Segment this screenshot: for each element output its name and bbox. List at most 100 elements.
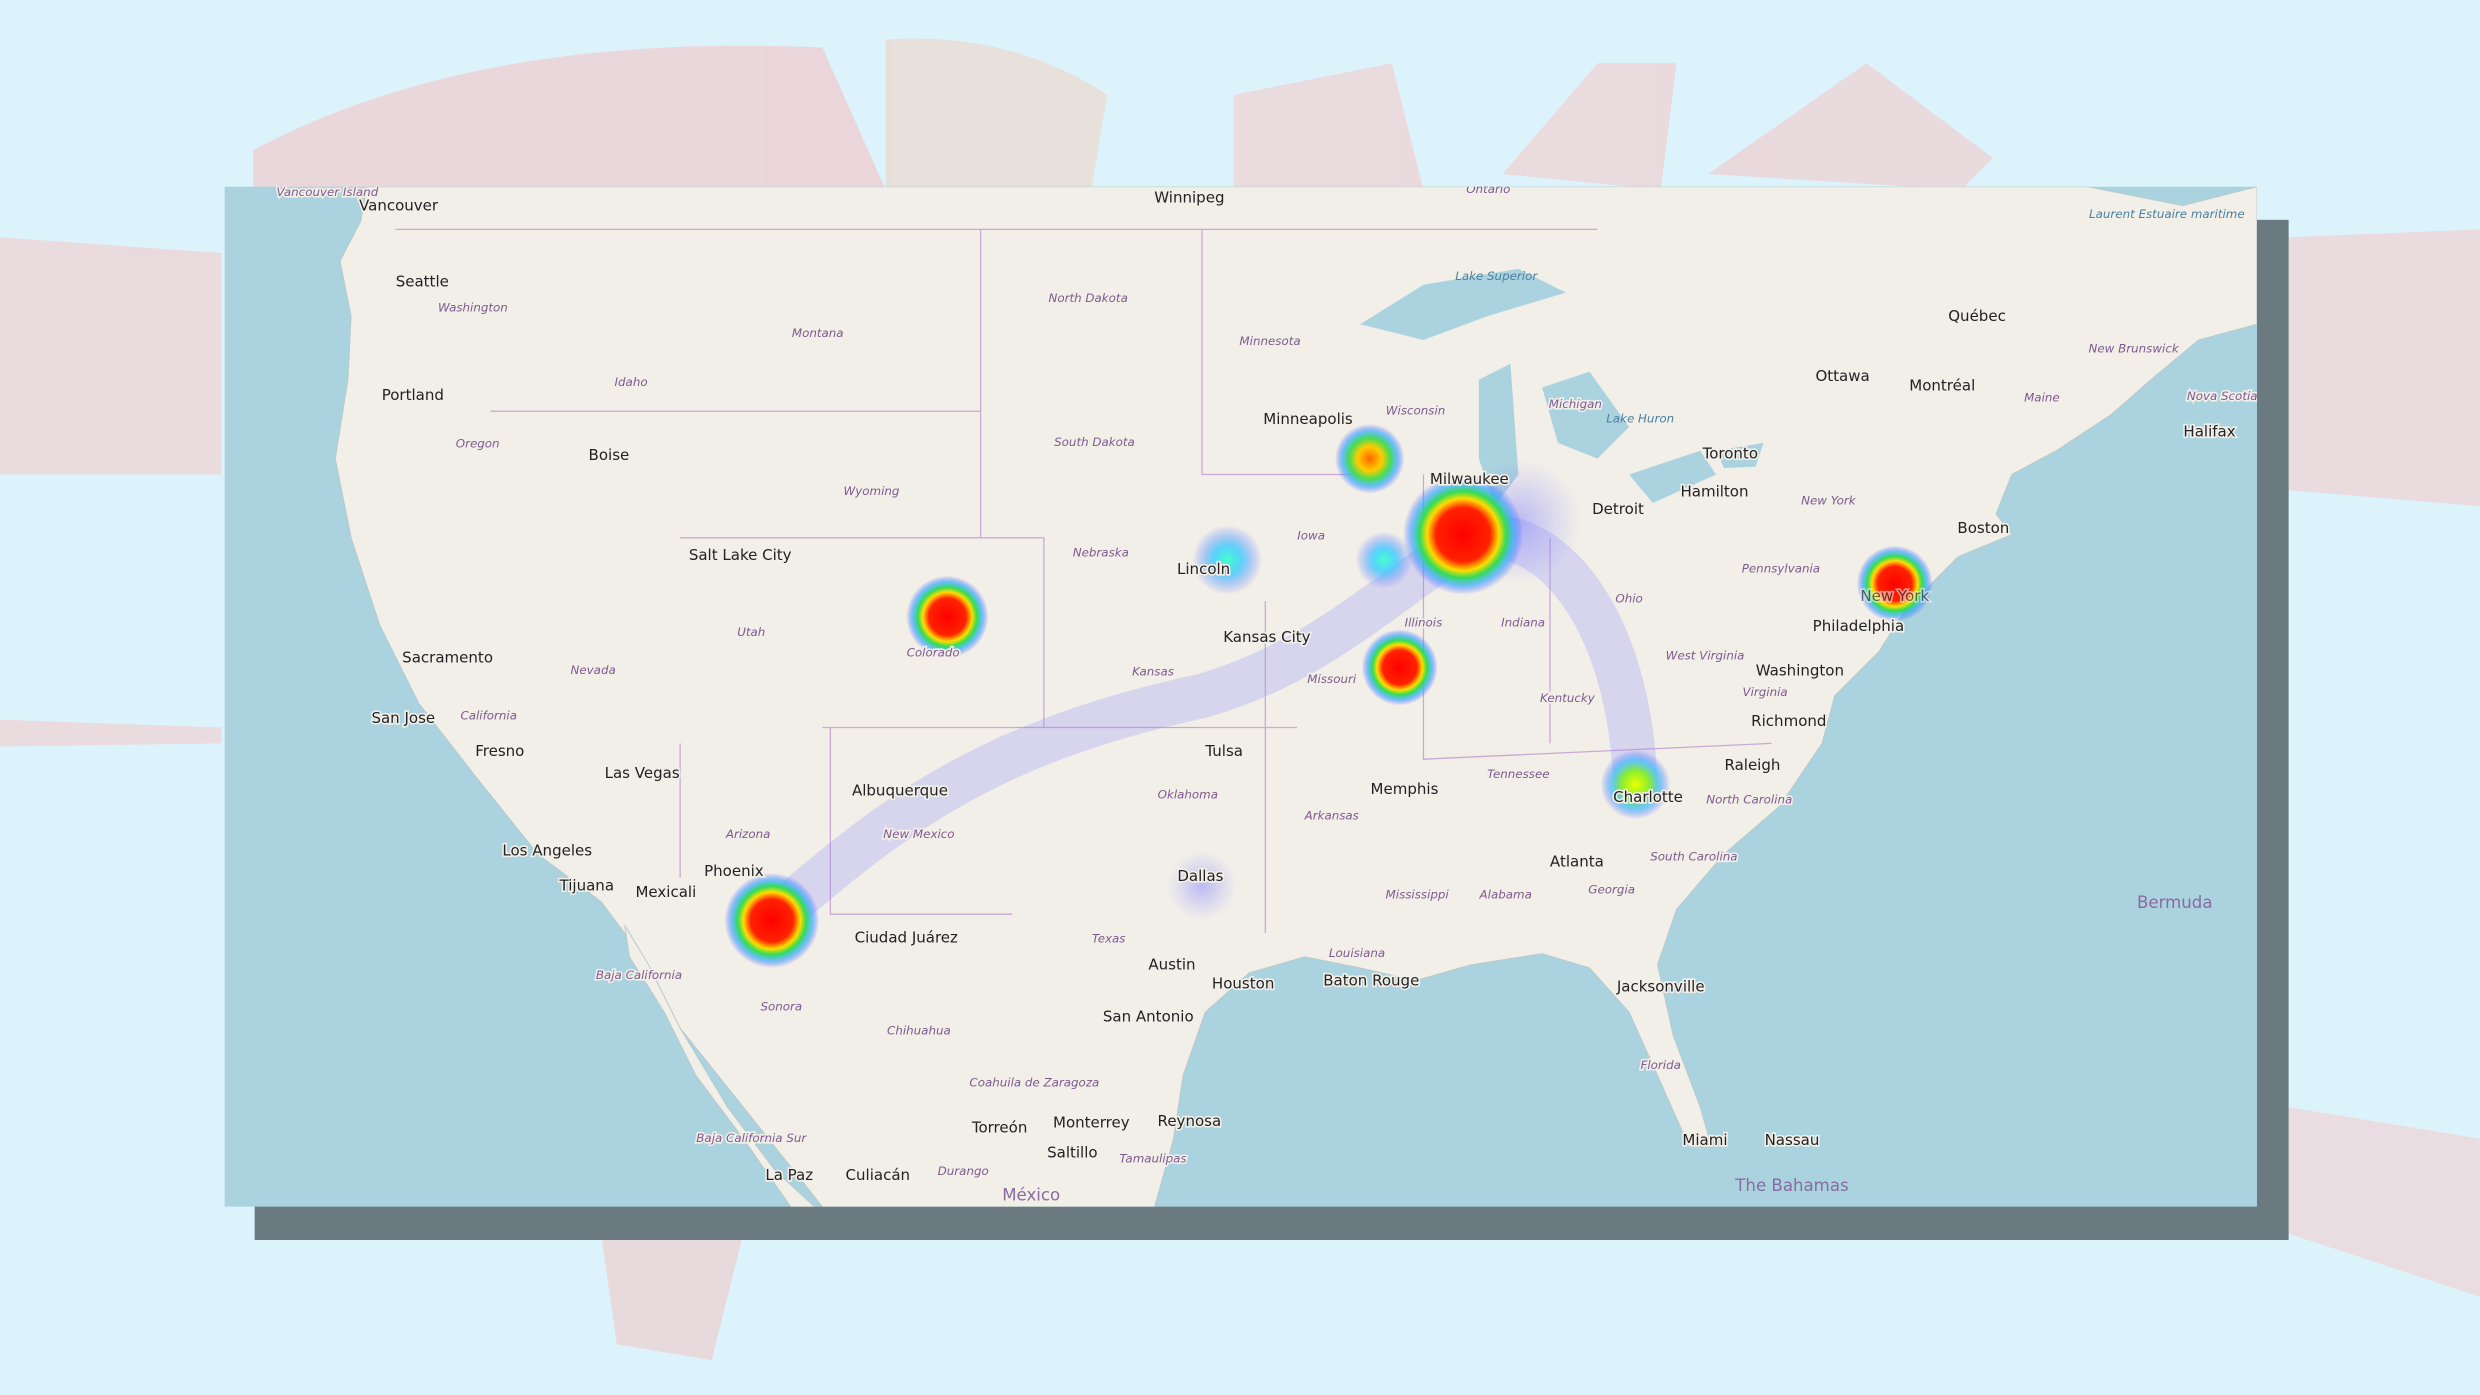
city-label: Memphis [1371, 780, 1439, 798]
region-label: Nova Scotia [2187, 389, 2258, 403]
region-label: Arkansas [1304, 808, 1359, 822]
region-label: Oklahoma [1158, 788, 1218, 802]
water-label: Laurent Estuaire maritime [2089, 207, 2245, 221]
region-label: Nevada [570, 663, 615, 677]
country-label: Bermuda [2137, 893, 2213, 912]
city-label: Culiacán [846, 1166, 911, 1184]
city-label: Washington [1756, 661, 1844, 679]
map[interactable]: Vancouver Winnipeg Seattle Portland Bois… [224, 182, 2258, 1207]
city-label: Atlanta [1550, 853, 1604, 871]
region-label: Tamaulipas [1119, 1152, 1186, 1166]
region-label: Oregon [456, 437, 500, 451]
region-label: Michigan [1549, 397, 1602, 411]
city-label: Sacramento [402, 649, 493, 667]
city-label: Lincoln [1177, 560, 1230, 578]
city-label: Milwaukee [1430, 470, 1509, 488]
region-label: Sonora [760, 1000, 802, 1014]
great-lakes [1360, 268, 1764, 507]
city-label: Jacksonville [1616, 978, 1705, 996]
region-label: Montana [792, 326, 844, 340]
city-label: Richmond [1751, 712, 1826, 730]
city-label: Vancouver [359, 196, 439, 214]
region-label: Ohio [1615, 592, 1642, 606]
region-label: South Carolina [1650, 849, 1737, 863]
city-label: Minneapolis [1263, 410, 1353, 428]
region-label: Kansas [1132, 664, 1174, 678]
region-label: Colorado [907, 645, 960, 659]
city-label: Torreón [971, 1118, 1028, 1136]
region-label: New Mexico [883, 827, 954, 841]
region-label: Nebraska [1073, 546, 1129, 560]
region-label: Wyoming [844, 484, 900, 498]
city-label: Seattle [396, 272, 449, 290]
water-labels: Lake Superior Lake Huron Laurent Estuair… [1455, 207, 2244, 425]
region-label: Louisiana [1329, 946, 1385, 960]
city-labels: Vancouver Winnipeg Seattle Portland Bois… [357, 187, 2237, 1186]
region-label: Mississippi [1386, 887, 1450, 901]
region-label: Baja California Sur [696, 1131, 807, 1145]
region-label: Baja California [596, 968, 682, 982]
city-label: Boston [1957, 519, 2009, 537]
region-label: Idaho [615, 375, 648, 389]
city-label: Mexicali [635, 883, 696, 901]
city-label: Ottawa [1815, 367, 1869, 385]
city-label: Raleigh [1724, 756, 1780, 774]
city-label: Las Vegas [605, 764, 680, 782]
region-label: Minnesota [1239, 334, 1300, 348]
city-label: Monterrey [1053, 1114, 1130, 1132]
region-label: New York [1801, 494, 1857, 508]
heatmap [724, 423, 1933, 968]
city-label: Detroit [1592, 500, 1644, 518]
region-label: Chihuahua [887, 1023, 951, 1037]
city-label: Los Angeles [502, 842, 592, 860]
city-label: San Antonio [1103, 1008, 1194, 1026]
region-label: Arizona [725, 827, 771, 841]
city-label: Charlotte [1613, 788, 1683, 806]
country-label: The Bahamas [1734, 1176, 1848, 1195]
region-label: Tennessee [1487, 767, 1549, 781]
city-label: Portland [382, 386, 444, 404]
city-label: Dallas [1177, 867, 1223, 885]
region-label: Georgia [1588, 883, 1635, 897]
city-label: Phoenix [704, 862, 764, 880]
region-label: Maine [2024, 391, 2060, 405]
region-label: Coahuila de Zaragoza [969, 1076, 1099, 1090]
region-label: Kentucky [1540, 691, 1596, 705]
region-label: Florida [1641, 1058, 1681, 1072]
region-label: Wisconsin [1386, 403, 1445, 417]
city-label: Miami [1682, 1131, 1727, 1149]
country-labels: México Bermuda The Bahamas [1002, 893, 2212, 1205]
water-label: Lake Superior [1455, 269, 1538, 283]
region-label: Illinois [1405, 615, 1443, 629]
region-label: West Virginia [1666, 649, 1745, 663]
city-label: Saltillo [1047, 1144, 1098, 1162]
region-label: North Dakota [1048, 291, 1127, 305]
region-label: Iowa [1297, 528, 1325, 542]
city-label: Houston [1212, 975, 1274, 993]
city-label: Québec [1948, 307, 2006, 325]
background-decoration [0, 38, 2480, 1361]
city-label: New York [1860, 587, 1929, 605]
city-label: Reynosa [1158, 1112, 1222, 1130]
city-label: Tijuana [559, 876, 615, 894]
region-label: Pennsylvania [1742, 562, 1820, 576]
region-label: Texas [1092, 932, 1126, 946]
land [334, 186, 2257, 1207]
region-label: Indiana [1501, 615, 1545, 629]
city-label: Toronto [1702, 445, 1758, 463]
region-label: South Dakota [1054, 435, 1135, 449]
city-label: Ciudad Juárez [855, 929, 958, 947]
region-label: New Brunswick [2088, 342, 2179, 356]
city-label: Fresno [475, 742, 524, 760]
city-label: Austin [1148, 956, 1195, 974]
region-label: Virginia [1743, 685, 1788, 699]
region-label: Washington [438, 301, 508, 315]
region-label: Alabama [1479, 887, 1532, 901]
region-label: Missouri [1307, 672, 1357, 686]
city-label: Montréal [1909, 377, 1975, 395]
country-label: México [1002, 1185, 1060, 1204]
water-label: Lake Huron [1606, 411, 1674, 425]
